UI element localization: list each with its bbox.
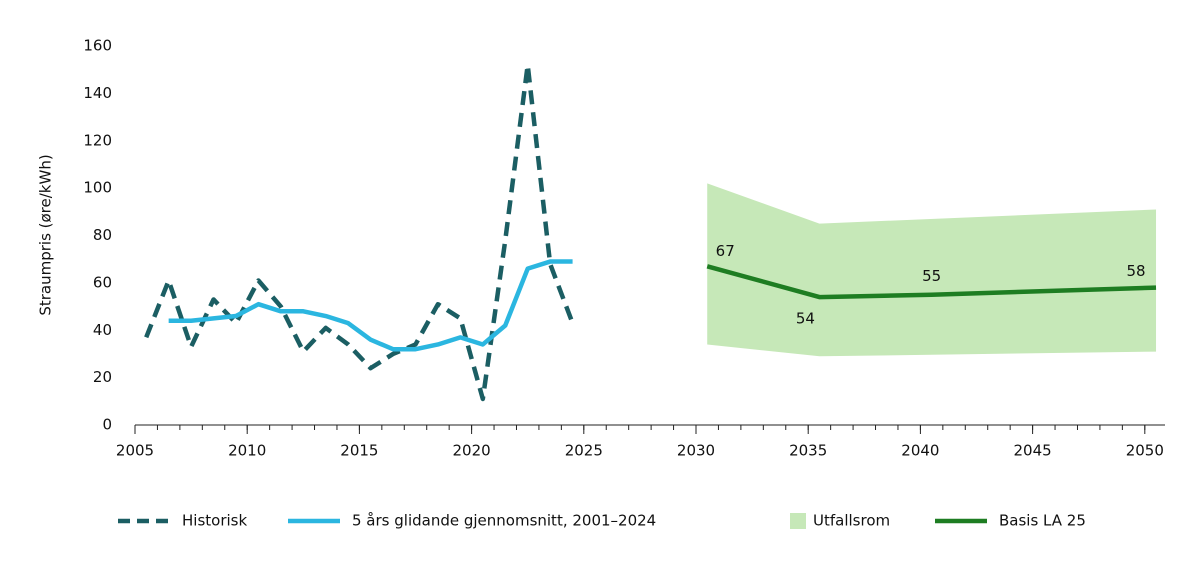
range-band: [707, 183, 1157, 357]
x-tick-label: 2045: [1014, 442, 1052, 460]
x-tick-label: 2015: [340, 442, 378, 460]
data-label: 54: [796, 310, 815, 328]
y-tick-label: 60: [93, 273, 112, 291]
x-tick-label: 2025: [565, 442, 603, 460]
data-label: 58: [1126, 262, 1145, 280]
y-tick-label: 80: [93, 226, 112, 244]
legend-label: Historisk: [182, 512, 247, 530]
legend-swatch: [790, 513, 806, 529]
x-tick-label: 2010: [228, 442, 266, 460]
y-tick-label: 160: [83, 37, 112, 55]
y-tick-label: 120: [83, 131, 112, 149]
series-line: [144, 62, 575, 402]
series-line: [168, 259, 573, 352]
data-label: 67: [716, 242, 735, 260]
x-tick-label: 2040: [901, 442, 939, 460]
y-axis-label: Straumpris (øre/kWh): [37, 154, 55, 315]
y-tick-label: 40: [93, 321, 112, 339]
legend-label: Basis LA 25: [999, 512, 1086, 530]
x-tick-label: 2050: [1126, 442, 1164, 460]
y-tick-label: 0: [102, 416, 112, 434]
legend-label: Utfallsrom: [813, 512, 890, 530]
x-tick-label: 2005: [116, 442, 154, 460]
legend-label: 5 års glidande gjennomsnitt, 2001–2024: [352, 512, 656, 530]
data-label: 55: [922, 267, 941, 285]
y-tick-label: 100: [83, 179, 112, 197]
y-tick-label: 140: [83, 84, 112, 102]
y-tick-label: 20: [93, 368, 112, 386]
x-tick-label: 2030: [677, 442, 715, 460]
x-tick-label: 2020: [453, 442, 491, 460]
x-tick-label: 2035: [789, 442, 827, 460]
series-line: [706, 264, 1157, 300]
